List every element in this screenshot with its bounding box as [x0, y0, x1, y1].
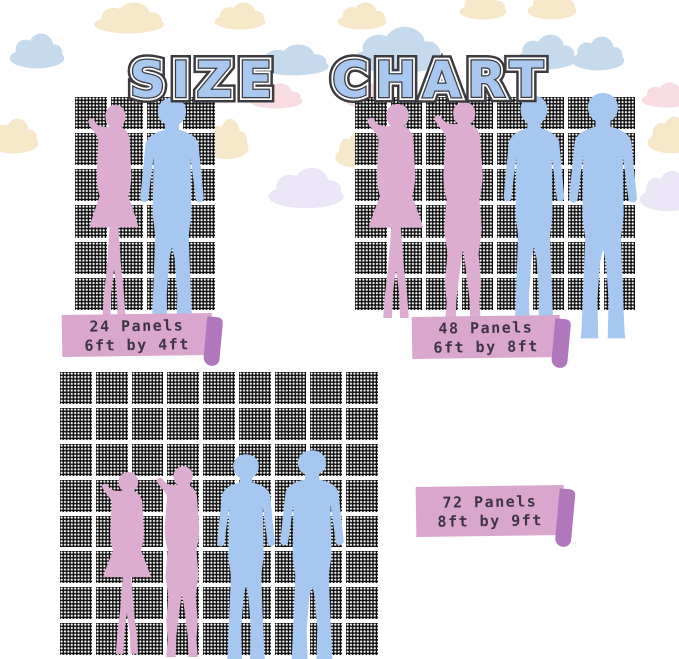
- peach-cloud-icon: [647, 116, 679, 154]
- peach-cloud-icon: [214, 2, 266, 30]
- peach-cloud-icon: [94, 2, 164, 34]
- peach-cloud-icon: [0, 118, 39, 154]
- male-silhouette: [217, 454, 275, 659]
- panel-tile: [60, 407, 92, 440]
- panel-tile: [355, 241, 387, 274]
- panel-tile: [131, 407, 164, 440]
- blue-cloud-icon: [515, 34, 577, 70]
- female-silhouette: [88, 104, 139, 318]
- panel-tile: [346, 479, 378, 512]
- panel-tile: [203, 587, 235, 620]
- male-silhouette: [569, 93, 637, 339]
- male-silhouette: [140, 97, 204, 332]
- panel-tile: [60, 623, 92, 655]
- panel-dimensions-label: 6ft by 4ft: [84, 334, 190, 355]
- panel-tile: [75, 277, 107, 310]
- panel-tile: [203, 443, 235, 476]
- pink-cloud-icon: [641, 82, 679, 108]
- panel-tile: [346, 443, 378, 476]
- peach-cloud-icon: [527, 0, 577, 20]
- female-silhouette: [157, 466, 200, 657]
- panel-tile: [274, 372, 307, 404]
- panel-tile: [346, 551, 378, 584]
- size-label-72-panels: 72 Panels 8ft by 9ft: [415, 484, 565, 538]
- panel-tile: [95, 372, 128, 404]
- panel-tile: [203, 407, 235, 440]
- panel-dimensions-label: 8ft by 9ft: [437, 510, 543, 531]
- panel-tile: [60, 443, 92, 476]
- peach-cloud-icon: [459, 0, 507, 20]
- panel-tile: [346, 372, 378, 404]
- male-silhouette: [503, 95, 565, 333]
- panel-count-label: 48 Panels: [438, 317, 534, 338]
- panel-tile: [60, 515, 92, 548]
- panel-tile: [60, 551, 92, 584]
- panel-tile: [75, 97, 107, 130]
- blue-cloud-icon: [352, 26, 444, 74]
- panel-tile: [346, 407, 378, 440]
- panel-tile: [355, 277, 387, 310]
- pink-cloud-icon: [249, 83, 303, 109]
- lavender-cloud-icon: [268, 167, 344, 209]
- size-label-48-panels: 48 Panels 6ft by 8ft: [411, 314, 561, 360]
- panel-tile: [426, 97, 458, 130]
- panel-tile: [183, 97, 215, 130]
- panel-tile: [167, 372, 200, 404]
- female-silhouette: [434, 102, 483, 324]
- panel-tile: [75, 241, 107, 274]
- panel-tile: [131, 372, 164, 404]
- panel-tile: [167, 443, 200, 476]
- panel-tile: [203, 372, 235, 404]
- panel-tile: [346, 587, 378, 620]
- panel-tile: [274, 407, 307, 440]
- blue-cloud-icon: [257, 44, 329, 76]
- peach-cloud-icon: [337, 2, 387, 30]
- panel-tile: [346, 623, 378, 655]
- panel-tile: [60, 479, 92, 512]
- panel-tile: [346, 515, 378, 548]
- panel-tile: [95, 443, 128, 476]
- blue-cloud-icon: [9, 33, 65, 69]
- panel-tile: [60, 372, 92, 404]
- panel-tile: [60, 587, 92, 620]
- panel-tile: [310, 372, 343, 404]
- female-silhouette: [367, 104, 424, 318]
- panel-tile: [95, 407, 128, 440]
- panel-count-label: 72 Panels: [442, 491, 538, 512]
- panel-dimensions-label: 6ft by 8ft: [433, 336, 539, 357]
- panel-tile: [238, 372, 271, 404]
- panel-tile: [131, 443, 164, 476]
- blue-cloud-icon: [571, 36, 625, 71]
- panel-count-label: 24 Panels: [89, 315, 185, 336]
- panel-tile: [238, 407, 271, 440]
- female-silhouette: [102, 472, 151, 654]
- size-label-24-panels: 24 Panels 6ft by 4ft: [61, 312, 213, 358]
- panel-tile: [310, 407, 343, 440]
- panel-tile: [131, 587, 164, 620]
- male-silhouette: [280, 450, 344, 659]
- panel-tile: [167, 407, 200, 440]
